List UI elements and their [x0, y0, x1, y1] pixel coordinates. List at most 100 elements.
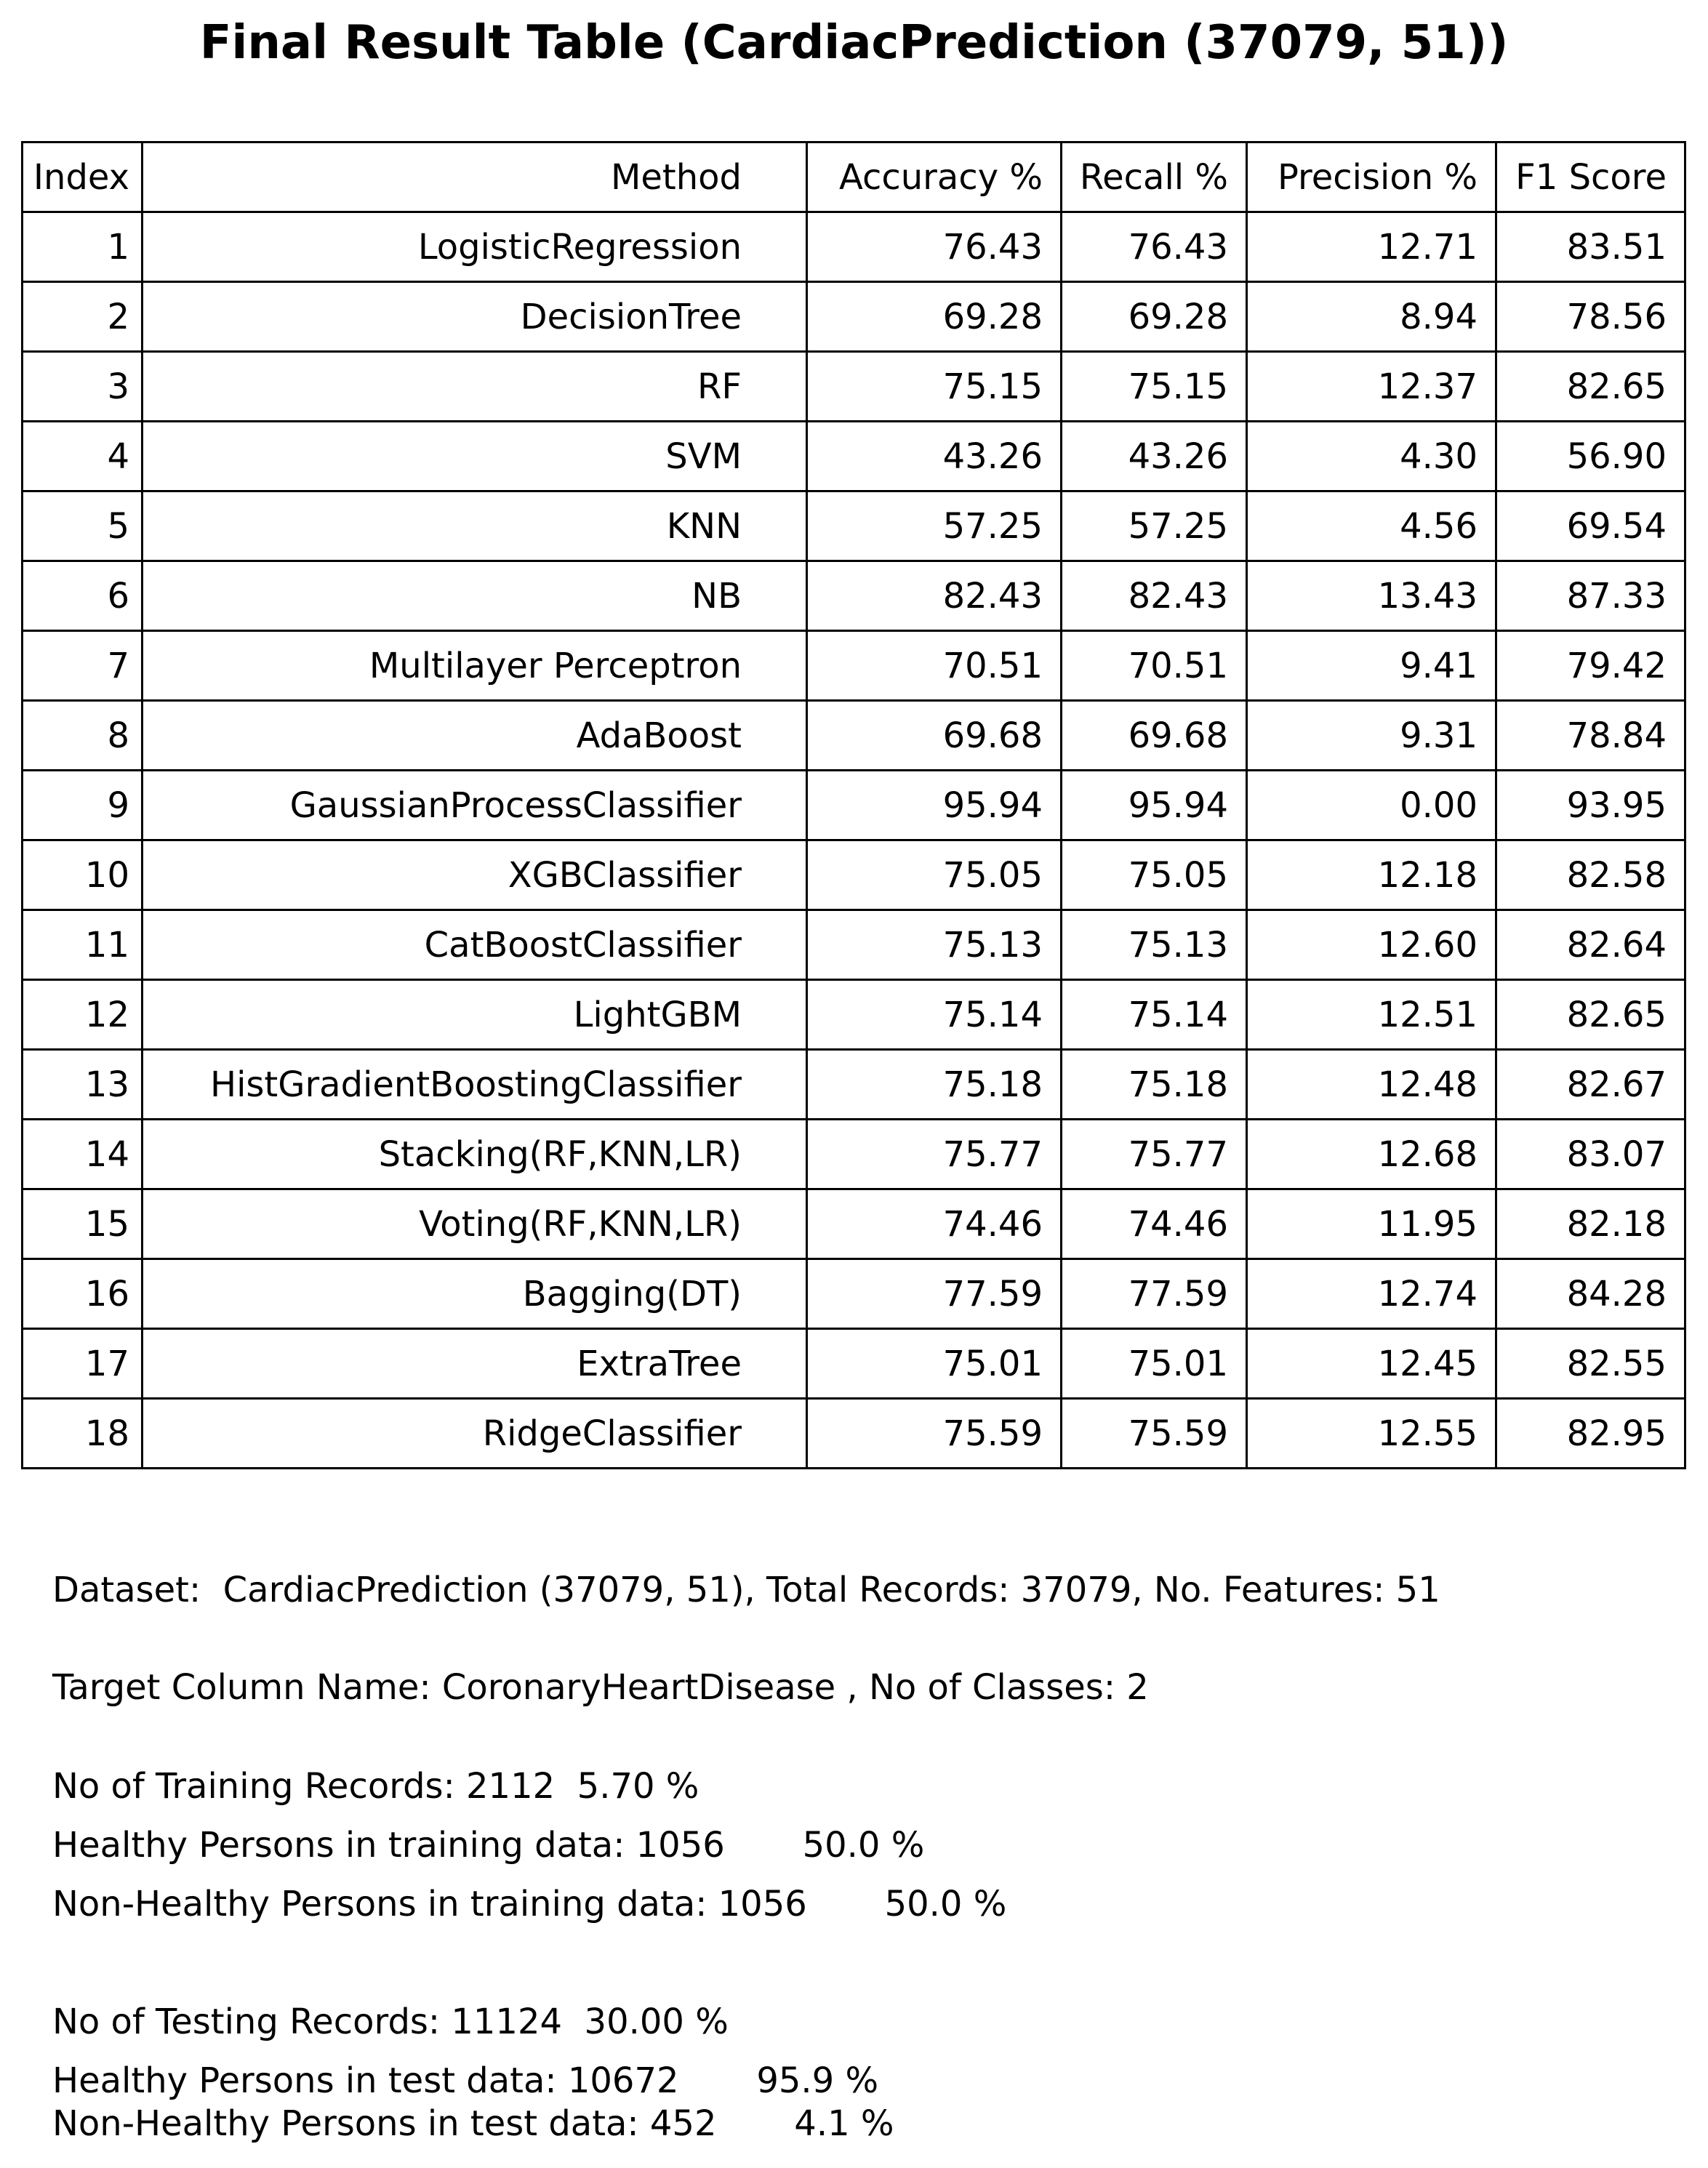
table-row: 5 KNN 57.25 57.25 4.56 69.54 — [21, 490, 1686, 562]
cell-index: 6 — [21, 560, 143, 632]
cell-precision: 9.31 — [1246, 699, 1497, 771]
cell-method: HistGradientBoostingClassifier — [141, 1048, 808, 1120]
cell-recall: 75.18 — [1060, 1048, 1248, 1120]
cell-method: RidgeClassifier — [141, 1397, 808, 1469]
cell-index: 10 — [21, 839, 143, 911]
cell-index: 5 — [21, 490, 143, 562]
cell-accuracy: 69.68 — [806, 699, 1062, 771]
cell-f1-score: 87.33 — [1495, 560, 1686, 632]
cell-method: XGBClassifier — [141, 839, 808, 911]
cell-recall: 82.43 — [1060, 560, 1248, 632]
cell-index: 9 — [21, 769, 143, 841]
table-row: 8 AdaBoost 69.68 69.68 9.31 78.84 — [21, 699, 1686, 771]
cell-accuracy: 57.25 — [806, 490, 1062, 562]
cell-method: RF — [141, 350, 808, 422]
cell-accuracy: 95.94 — [806, 769, 1062, 841]
nonhealthy-test-info: Non-Healthy Persons in test data: 452 4.… — [52, 2103, 894, 2144]
cell-precision: 12.48 — [1246, 1048, 1497, 1120]
cell-recall: 70.51 — [1060, 630, 1248, 702]
cell-f1-score: 82.58 — [1495, 839, 1686, 911]
cell-precision: 12.68 — [1246, 1118, 1497, 1190]
cell-f1-score: 82.64 — [1495, 909, 1686, 981]
cell-f1-score: 78.84 — [1495, 699, 1686, 771]
cell-f1-score: 83.07 — [1495, 1118, 1686, 1190]
cell-accuracy: 70.51 — [806, 630, 1062, 702]
cell-method: Multilayer Perceptron — [141, 630, 808, 702]
cell-accuracy: 74.46 — [806, 1188, 1062, 1260]
cell-precision: 12.55 — [1246, 1397, 1497, 1469]
table-row: 6 NB 82.43 82.43 13.43 87.33 — [21, 560, 1686, 632]
cell-precision: 12.60 — [1246, 909, 1497, 981]
cell-precision: 4.56 — [1246, 490, 1497, 562]
cell-method: AdaBoost — [141, 699, 808, 771]
table-row: 3 RF 75.15 75.15 12.37 82.65 — [21, 350, 1686, 422]
cell-accuracy: 43.26 — [806, 420, 1062, 492]
cell-method: CatBoostClassifier — [141, 909, 808, 981]
cell-accuracy: 75.01 — [806, 1328, 1062, 1400]
cell-recall: 74.46 — [1060, 1188, 1248, 1260]
cell-precision: 12.37 — [1246, 350, 1497, 422]
cell-method: Stacking(RF,KNN,LR) — [141, 1118, 808, 1190]
cell-index: 13 — [21, 1048, 143, 1120]
cell-precision: 8.94 — [1246, 281, 1497, 353]
cell-accuracy: 69.28 — [806, 281, 1062, 353]
cell-index: 15 — [21, 1188, 143, 1260]
cell-recall: 75.13 — [1060, 909, 1248, 981]
table-row: 10 XGBClassifier 75.05 75.05 12.18 82.58 — [21, 839, 1686, 911]
header-method: Method — [141, 141, 808, 213]
cell-precision: 0.00 — [1246, 769, 1497, 841]
cell-precision: 12.74 — [1246, 1258, 1497, 1330]
page-title: Final Result Table (CardiacPrediction (3… — [199, 16, 1509, 70]
table-row: 15 Voting(RF,KNN,LR) 74.46 74.46 11.95 82.18 — [21, 1188, 1686, 1260]
nonhealthy-training-info: Non-Healthy Persons in training data: 10… — [52, 1884, 1007, 1924]
cell-index: 11 — [21, 909, 143, 981]
cell-f1-score: 82.65 — [1495, 350, 1686, 422]
cell-f1-score: 83.51 — [1495, 211, 1686, 283]
results-table: Index Method Accuracy % Recall % Precisi… — [21, 141, 1686, 1469]
cell-index: 3 — [21, 350, 143, 422]
target-info: Target Column Name: CoronaryHeartDisease… — [52, 1667, 1149, 1708]
cell-index: 16 — [21, 1258, 143, 1330]
header-recall: Recall % — [1060, 141, 1248, 213]
cell-accuracy: 75.77 — [806, 1118, 1062, 1190]
cell-f1-score: 82.18 — [1495, 1188, 1686, 1260]
cell-precision: 12.45 — [1246, 1328, 1497, 1400]
cell-precision: 12.71 — [1246, 211, 1497, 283]
table-row: 17 ExtraTree 75.01 75.01 12.45 82.55 — [21, 1328, 1686, 1400]
table-row: 11 CatBoostClassifier 75.13 75.13 12.60 82.64 — [21, 909, 1686, 981]
cell-recall: 75.01 — [1060, 1328, 1248, 1400]
cell-index: 8 — [21, 699, 143, 771]
cell-index: 2 — [21, 281, 143, 353]
testing-records-info: No of Testing Records: 11124 30.00 % — [52, 2002, 729, 2042]
cell-index: 4 — [21, 420, 143, 492]
cell-index: 1 — [21, 211, 143, 283]
cell-method: KNN — [141, 490, 808, 562]
cell-method: SVM — [141, 420, 808, 492]
table-row: 2 DecisionTree 69.28 69.28 8.94 78.56 — [21, 281, 1686, 353]
header-accuracy: Accuracy % — [806, 141, 1062, 213]
table-header-row: Index Method Accuracy % Recall % Precisi… — [21, 141, 1686, 213]
table-row: 12 LightGBM 75.14 75.14 12.51 82.65 — [21, 979, 1686, 1051]
header-precision: Precision % — [1246, 141, 1497, 213]
table-body: 1 LogisticRegression 76.43 76.43 12.71 83.51 2… — [21, 211, 1686, 1469]
cell-accuracy: 75.13 — [806, 909, 1062, 981]
cell-precision: 13.43 — [1246, 560, 1497, 632]
cell-recall: 75.59 — [1060, 1397, 1248, 1469]
healthy-test-info: Healthy Persons in test data: 10672 95.9… — [52, 2060, 879, 2101]
table-row: 9 GaussianProcessClassifier 95.94 95.94 0.00… — [21, 769, 1686, 841]
cell-recall: 57.25 — [1060, 490, 1248, 562]
table-row: 13 HistGradientBoostingClassifier 75.18 75.… — [21, 1048, 1686, 1120]
cell-accuracy: 75.15 — [806, 350, 1062, 422]
training-records-info: No of Training Records: 2112 5.70 % — [52, 1766, 699, 1807]
cell-accuracy: 77.59 — [806, 1258, 1062, 1330]
cell-method: Bagging(DT) — [141, 1258, 808, 1330]
cell-recall: 69.28 — [1060, 281, 1248, 353]
cell-method: GaussianProcessClassifier — [141, 769, 808, 841]
cell-method: LightGBM — [141, 979, 808, 1051]
cell-f1-score: 69.54 — [1495, 490, 1686, 562]
cell-recall: 75.15 — [1060, 350, 1248, 422]
cell-recall: 75.77 — [1060, 1118, 1248, 1190]
cell-method: NB — [141, 560, 808, 632]
cell-accuracy: 76.43 — [806, 211, 1062, 283]
header-index: Index — [21, 141, 143, 213]
